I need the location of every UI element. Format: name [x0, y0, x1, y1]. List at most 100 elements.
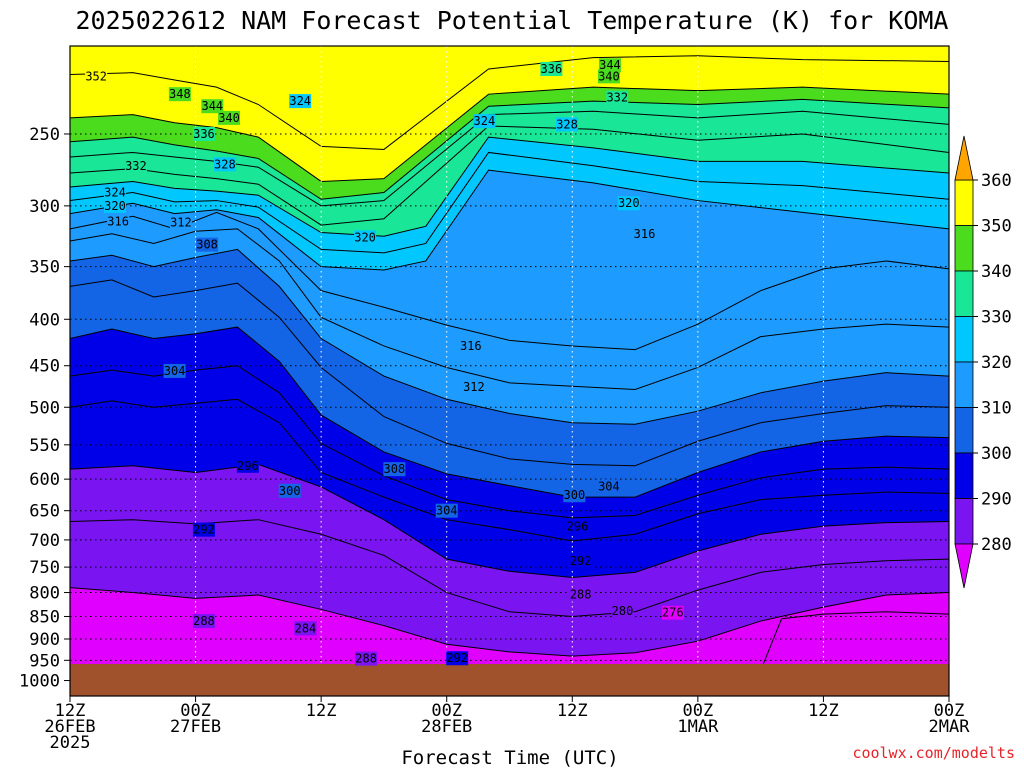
- y-tick-label: 650: [29, 502, 60, 522]
- contour-label-bg: [294, 621, 317, 636]
- contour-label-bg: [569, 587, 592, 602]
- contour-label: 276: [661, 605, 684, 620]
- y-tick-label: 700: [29, 531, 60, 551]
- x-tick-label: 00Z: [180, 701, 211, 721]
- contour-label-text: 288: [355, 652, 377, 666]
- contour-label-bg: [633, 226, 656, 241]
- contour-label-text: 312: [170, 216, 192, 230]
- chart-title: 2025022612 NAM Forecast Potential Temper…: [76, 6, 949, 35]
- contour-label-bg: [462, 380, 485, 395]
- contour-label-text: 336: [193, 127, 215, 141]
- contour-line-300: [70, 326, 949, 498]
- colorbar-segment: [954, 270, 974, 317]
- contour-line-308: [70, 248, 949, 425]
- contour-label: 328: [556, 117, 579, 132]
- contour-label-text: 320: [104, 199, 126, 213]
- colorbar-segment: [954, 361, 974, 408]
- contour-label-bg: [446, 651, 469, 666]
- contour-label: 320: [354, 230, 377, 245]
- contour-label: 344: [201, 99, 224, 114]
- colorbar-top-arrow: [954, 135, 974, 181]
- contour-line-332: [70, 125, 949, 226]
- contour-label-text: 304: [436, 504, 458, 518]
- contour-label-text: 292: [446, 651, 468, 665]
- y-tick-label: 250: [29, 125, 60, 145]
- contour-label-text: 344: [599, 58, 621, 72]
- contour-label-text: 292: [193, 523, 215, 537]
- contour-label-text: 320: [618, 196, 640, 210]
- colorbar-label: 280: [981, 535, 1012, 555]
- contour-line-288: [70, 463, 949, 578]
- contour-label-bg: [192, 126, 215, 141]
- contour-label-bg: [107, 214, 130, 229]
- contour-label: 304: [435, 503, 458, 518]
- contour-label-bg: [196, 237, 219, 252]
- x-axis-label: Forecast Time (UTC): [401, 747, 618, 768]
- y-tick-label: 900: [29, 630, 60, 650]
- contour-line-320: [70, 169, 949, 271]
- contour-label: 308: [383, 462, 406, 477]
- contour-label-bg: [201, 99, 224, 114]
- contour-label-bg: [383, 462, 406, 477]
- contour-label: 296: [566, 519, 589, 534]
- contour-label-bg: [124, 158, 147, 173]
- x-tick-label: 2MAR: [929, 717, 971, 737]
- contour-label-bg: [606, 90, 629, 105]
- x-tick-label: 00Z: [682, 701, 713, 721]
- contour-line-344: [70, 86, 949, 182]
- y-tick-label: 950: [29, 651, 60, 671]
- contour-label-text: 296: [567, 520, 589, 534]
- contour-label: 324: [473, 114, 496, 129]
- contour-label-bg: [611, 603, 634, 618]
- contour-label: 336: [540, 62, 563, 76]
- contour-line-340: [70, 98, 949, 200]
- contour-label: 312: [462, 380, 485, 395]
- filled-contours: [70, 46, 949, 696]
- grid-lines: [70, 46, 949, 696]
- contour-label: 324: [103, 185, 126, 200]
- contour-label-bg: [169, 215, 192, 230]
- contour-line-284: [70, 519, 949, 617]
- y-tick-label: 800: [29, 584, 60, 604]
- contour-label-text: 304: [164, 364, 186, 378]
- y-tick-label: 550: [29, 436, 60, 456]
- contour-label-text: 316: [107, 214, 129, 228]
- contour-label: 332: [606, 90, 629, 105]
- contour-label: 288: [569, 587, 592, 602]
- y-tick-label: 750: [29, 558, 60, 578]
- contour-label: 316: [633, 226, 656, 241]
- contour-label-bg: [597, 479, 620, 494]
- x-tick-label: 1MAR: [677, 717, 719, 737]
- contour-label-bg: [103, 198, 126, 213]
- contour-label-bg: [435, 503, 458, 518]
- colorbar-label: 340: [981, 262, 1012, 282]
- colorbar-label: 360: [981, 171, 1012, 191]
- contour-label: 352: [85, 69, 108, 84]
- contour-label-text: 288: [193, 614, 215, 628]
- contour-label-text: 328: [214, 157, 236, 171]
- contour-label-text: 308: [384, 462, 406, 476]
- y-tick-label: 1000: [19, 672, 60, 692]
- contour-label-bg: [661, 605, 684, 620]
- contour-label-bg: [354, 230, 377, 245]
- contour-label-bg: [569, 553, 592, 568]
- contour-label-text: 300: [279, 484, 301, 498]
- contour-label: 348: [168, 87, 191, 102]
- contour-label: 304: [163, 363, 186, 378]
- contour-label-bg: [192, 522, 215, 537]
- colorbar-label: 300: [981, 444, 1012, 464]
- colorbar-segment: [954, 452, 974, 499]
- y-axis: 250 300 350 400 450 500 550 600 650 700 750 800 850 9…: [19, 125, 70, 692]
- contour-label-text: 296: [237, 459, 259, 473]
- credit-text: coolwx.com/modelts: [852, 744, 1015, 762]
- contour-line-304: [70, 279, 949, 467]
- colorbar: 360 350 340 330 320 310 300 290 280: [954, 135, 1012, 589]
- contour-label: 300: [278, 483, 301, 498]
- contour-line-316: [70, 211, 949, 351]
- contour-label-text: 336: [541, 62, 563, 76]
- colorbar-segment: [954, 498, 974, 545]
- contour-label: 296: [236, 458, 259, 473]
- contour-label: 308: [196, 237, 219, 252]
- contour-label-bg: [85, 69, 108, 84]
